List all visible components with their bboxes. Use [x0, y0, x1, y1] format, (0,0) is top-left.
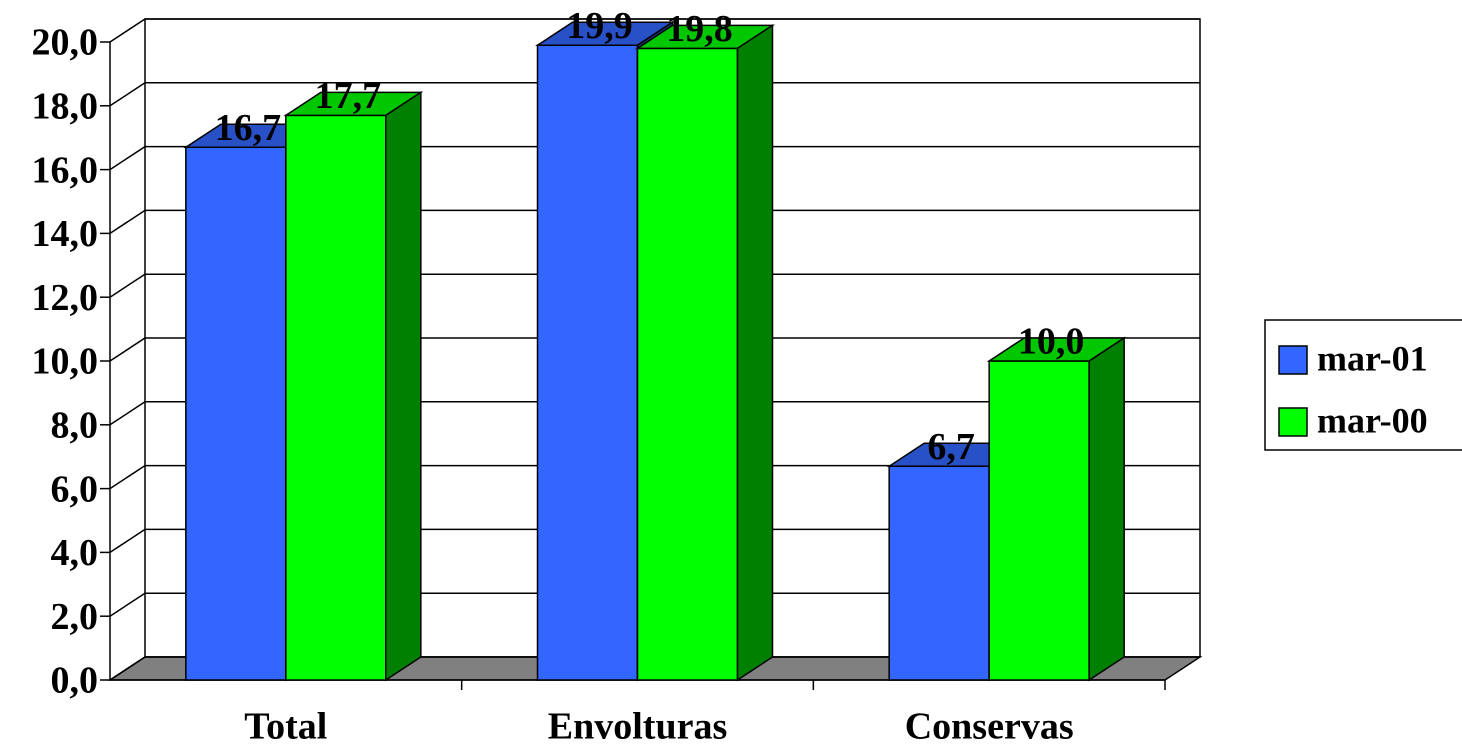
y-tick-label: 2,0	[51, 596, 99, 638]
grid-line	[109, 528, 1200, 554]
grid-line	[109, 82, 1200, 107]
y-tick-label: 10,0	[32, 341, 99, 383]
bar-front	[185, 146, 287, 681]
bar-front	[888, 465, 990, 681]
grid-line	[109, 18, 1200, 43]
grid-line	[109, 464, 1200, 490]
x-tick-label: Envolturas	[548, 706, 727, 748]
bar-front	[636, 47, 739, 681]
bar-front	[988, 360, 1090, 681]
y-tick-label: 12,0	[32, 277, 99, 319]
grid-line	[109, 656, 1200, 681]
value-label: 16,7	[215, 107, 282, 149]
value-label: 17,7	[315, 75, 382, 117]
y-tick-label: 14,0	[32, 213, 99, 255]
value-label: 6,7	[927, 426, 975, 468]
bar-side	[385, 90, 422, 682]
legend-label: mar-01	[1317, 338, 1428, 378]
y-tick-label: 20,0	[32, 22, 99, 64]
bar-front	[536, 44, 639, 681]
grid-line	[109, 401, 1200, 426]
bar-side	[736, 23, 774, 682]
x-tick-label: Total	[244, 706, 327, 748]
value-label: 19,8	[666, 8, 733, 50]
y-tick-label: 18,0	[32, 86, 99, 128]
y-tick-label: 0,0	[51, 660, 99, 702]
y-tick-label: 6,0	[51, 468, 99, 510]
bar-side	[1088, 336, 1125, 682]
y-tick-label: 4,0	[51, 532, 99, 574]
grid-line	[109, 337, 1200, 362]
bar-front	[285, 114, 387, 681]
grid-line	[109, 145, 1200, 171]
legend-label: mar-00	[1317, 400, 1428, 440]
grid-line	[109, 592, 1200, 617]
grid-line	[109, 209, 1200, 235]
legend-swatch	[1278, 345, 1308, 375]
value-label: 10,0	[1018, 321, 1085, 363]
legend-swatch	[1278, 407, 1308, 437]
y-tick-label: 8,0	[51, 405, 99, 447]
y-tick-label: 16,0	[32, 149, 99, 191]
grid-line	[109, 273, 1200, 298]
x-tick-label: Conservas	[905, 706, 1074, 748]
value-label: 19,9	[566, 5, 633, 47]
